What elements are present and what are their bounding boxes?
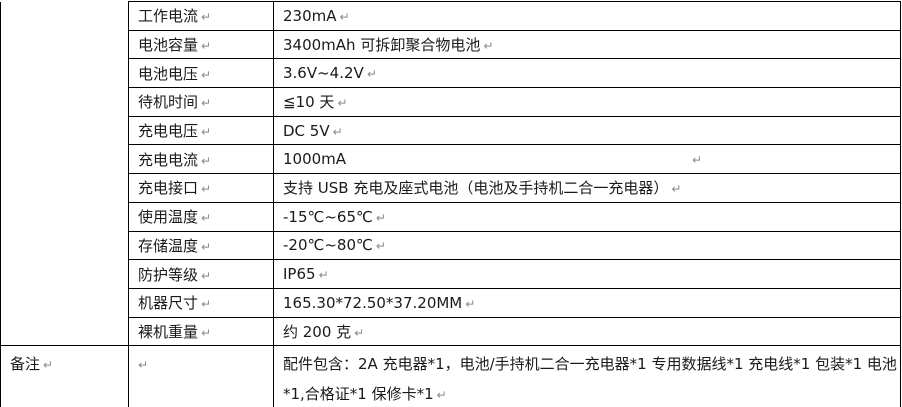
spec-value-cell: IP65 ↵ [273, 259, 901, 289]
spec-label-cell: 充电电压 ↵ [128, 115, 274, 146]
paragraph-mark: ↵ [339, 9, 350, 24]
paragraph-mark: ↵ [337, 96, 348, 111]
table-row: 充电接口 ↵ 支持 USB 充电及座式电池（电池及手持机二合一充电器） ↵ [1, 173, 901, 203]
spec-label-cell: 充电接口 ↵ [128, 173, 274, 203]
spec-label-cell: 裸机重量 ↵ [128, 316, 274, 347]
remark-value-cell: 配件包含：2A 充电器*1，电池/手持机二合一充电器*1 专用数据线*1 充电线… [273, 345, 901, 407]
spec-value-cell: 3400mAh 可拆卸聚合物电池 ↵ [273, 29, 901, 60]
paragraph-mark: ↵ [465, 296, 476, 311]
spec-value: 3400mAh 可拆卸聚合物电池 [283, 36, 481, 55]
spec-value: 3.6V~4.2V [283, 64, 364, 83]
spec-label: 防护等级 [138, 265, 199, 284]
spec-value: 支持 USB 充电及座式电池（电池及手持机二合一充电器） [283, 179, 669, 198]
spec-value: 165.30*72.50*37.20MM [283, 293, 463, 312]
remark-empty-cell: ↵ [128, 345, 274, 407]
spec-label: 充电电流 [138, 150, 199, 169]
spec-value: IP65 [283, 265, 316, 284]
paragraph-mark: ↵ [201, 153, 212, 168]
spec-value-cell: -15℃~65℃ ↵ [273, 201, 901, 232]
spec-value-cell: ≦10 天 ↵ [273, 87, 901, 117]
paragraph-mark: ↵ [201, 268, 212, 283]
paragraph-mark: ↵ [354, 325, 365, 340]
paragraph-mark: ↵ [201, 125, 212, 140]
spec-value-cell: 约 200 克 ↵ [273, 316, 901, 347]
spec-label-cell: 工作电流 ↵ [128, 1, 274, 31]
paragraph-mark: ↵ [138, 358, 149, 373]
spec-value-cell: 165.30*72.50*37.20MM ↵ [273, 287, 901, 318]
spec-label: 使用温度 [138, 208, 199, 227]
paragraph-mark: ↵ [671, 182, 682, 197]
spec-label-cell: 待机时间 ↵ [128, 87, 274, 117]
spec-label-cell: 使用温度 ↵ [128, 201, 274, 232]
spec-value: 约 200 克 [283, 322, 352, 341]
table-row: 工作电流 ↵ 230mA ↵ [0, 1, 901, 347]
table-row: 使用温度 ↵ -15℃~65℃ ↵ [1, 201, 901, 232]
remark-label: 备注 [10, 355, 41, 374]
spec-value-cell: DC 5V ↵ [273, 115, 901, 146]
spec-label: 存储温度 [138, 236, 199, 255]
paragraph-mark: ↵ [201, 67, 212, 82]
spec-label: 充电电压 [138, 122, 199, 141]
spec-label-cell: 存储温度 ↵ [128, 230, 274, 261]
merged-category-cell [0, 1, 129, 347]
spec-label: 电池电压 [138, 64, 199, 83]
table-row: 待机时间 ↵ ≦10 天 ↵ [1, 87, 901, 117]
spec-label: 机器尺寸 [138, 294, 199, 313]
paragraph-mark: ↵ [332, 124, 343, 139]
spec-value: -15℃~65℃ [283, 207, 373, 226]
spec-value-cell: 支持 USB 充电及座式电池（电池及手持机二合一充电器） ↵ [273, 173, 901, 203]
spec-label: 裸机重量 [138, 322, 199, 341]
table-row: 充电电流 ↵ 1000mA ↵ [1, 144, 901, 175]
table-row-remark: 备注 ↵ ↵ 配件包含：2A 充电器*1，电池/手持机二合一充电器*1 专用数据线… [0, 345, 901, 407]
remark-value: 配件包含：2A 充电器*1，电池/手持机二合一充电器*1 专用数据线*1 充电线… [283, 355, 897, 404]
spec-value: -20℃~80℃ [283, 236, 373, 255]
paragraph-mark: ↵ [201, 10, 212, 25]
spec-label-cell: 电池容量 ↵ [128, 29, 274, 60]
table-row: 防护等级 ↵ IP65 ↵ [1, 259, 901, 289]
spec-label: 待机时间 [138, 93, 199, 112]
spec-label-cell: 充电电流 ↵ [128, 144, 274, 175]
spec-value-cell: -20℃~80℃ ↵ [273, 230, 901, 261]
table-row: 充电电压 ↵ DC 5V ↵ [1, 115, 901, 146]
paragraph-mark: ↵ [483, 39, 494, 54]
paragraph-mark: ↵ [201, 211, 212, 226]
table-row: 机器尺寸 ↵ 165.30*72.50*37.20MM ↵ [1, 287, 901, 318]
remark-label-cell: 备注 ↵ [0, 345, 129, 407]
paragraph-mark: ↵ [201, 325, 212, 340]
spec-value-cell: 3.6V~4.2V ↵ [273, 58, 901, 89]
spec-value: 1000mA [283, 150, 347, 169]
table-row: 电池电压 ↵ 3.6V~4.2V ↵ [1, 58, 901, 89]
paragraph-mark: ↵ [436, 388, 447, 403]
spec-label-cell: 机器尺寸 ↵ [128, 287, 274, 318]
spec-label-cell: 电池电压 ↵ [128, 58, 274, 89]
paragraph-mark: ↵ [201, 297, 212, 312]
spec-value-cell: 230mA ↵ [273, 1, 901, 31]
spec-value: DC 5V [283, 121, 330, 140]
paragraph-mark: ↵ [201, 96, 212, 111]
paragraph-mark: ↵ [201, 239, 212, 254]
spec-label: 电池容量 [138, 36, 199, 55]
paragraph-mark: ↵ [375, 210, 386, 225]
paragraph-mark: ↵ [366, 67, 377, 82]
paragraph-mark: ↵ [201, 182, 212, 197]
spec-value: ≦10 天 [283, 93, 335, 112]
paragraph-mark: ↵ [43, 358, 54, 373]
spec-value-cell: 1000mA ↵ [273, 144, 901, 175]
paragraph-mark: ↵ [318, 268, 329, 283]
spec-label-cell: 防护等级 ↵ [128, 259, 274, 289]
spec-label: 充电接口 [138, 179, 199, 198]
table-row: 裸机重量 ↵ 约 200 克 ↵ [1, 316, 901, 347]
spec-value: 230mA [283, 6, 337, 25]
spec-label: 工作电流 [138, 7, 199, 26]
table-row: 电池容量 ↵ 3400mAh 可拆卸聚合物电池 ↵ [1, 29, 901, 60]
paragraph-mark: ↵ [692, 153, 703, 168]
paragraph-mark: ↵ [201, 39, 212, 54]
paragraph-mark: ↵ [375, 239, 386, 254]
table-row: 存储温度 ↵ -20℃~80℃ ↵ [1, 230, 901, 261]
